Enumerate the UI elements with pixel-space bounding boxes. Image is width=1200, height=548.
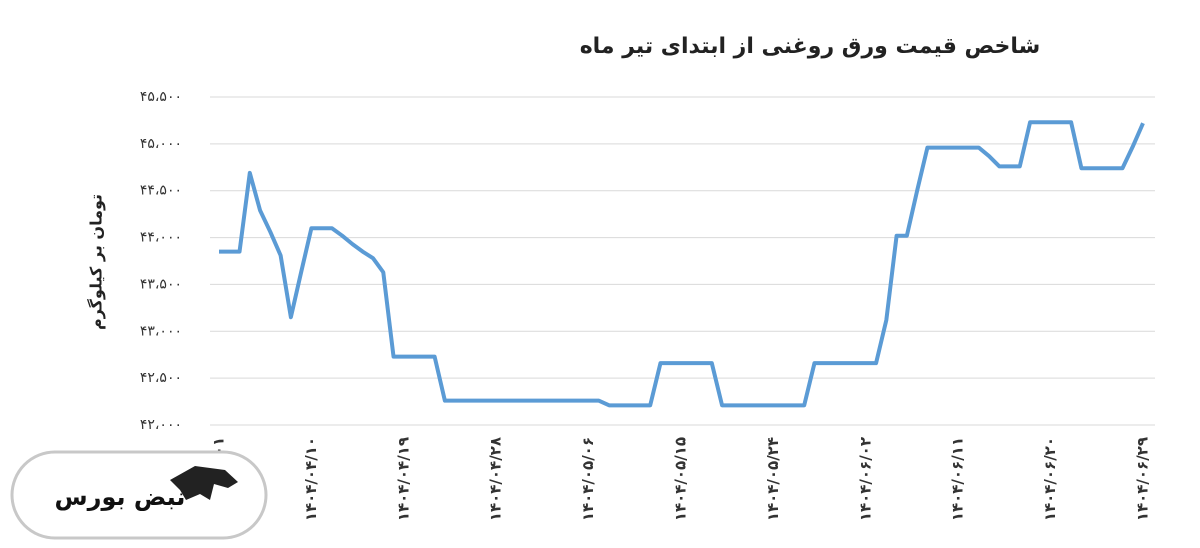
x-tick-label: ۱۴۰۴/۰۶/۱۱ xyxy=(949,437,967,521)
x-tick-label: ۱۴۰۴/۰۵/۱۵ xyxy=(672,437,690,521)
x-tick-label: ۱۴۰۴/۰۵/۰۶ xyxy=(579,437,597,521)
y-axis-label: تومان بر کیلوگرم xyxy=(87,194,106,330)
y-tick-label: ۴۲،۵۰۰ xyxy=(140,370,182,386)
y-tick-label: ۴۴،۰۰۰ xyxy=(140,230,182,246)
y-tick-label: ۴۲،۰۰۰ xyxy=(140,417,182,433)
x-tick-label: ۱۴۰۴/۰۶/۲۹ xyxy=(1134,437,1152,521)
line-series xyxy=(219,120,1145,408)
x-tick-label: ۱۴۰۴/۰۵/۲۴ xyxy=(764,437,782,521)
x-tick-label: ۱۴۰۴/۰۴/۱۰ xyxy=(302,437,320,521)
y-tick-label: ۴۵،۵۰۰ xyxy=(140,89,182,105)
x-tick-label: ۱۴۰۴/۰۶/۰۲ xyxy=(856,437,874,521)
y-tick-label: ۴۳،۰۰۰ xyxy=(140,323,182,339)
y-tick-label: ۴۵،۰۰۰ xyxy=(140,136,182,152)
y-tick-label: ۴۳،۵۰۰ xyxy=(140,276,182,292)
x-tick-label: ۱۴۰۴/۰۴/۱۹ xyxy=(394,437,412,521)
x-tick-label: ۱۴۰۴/۰۴/۲۸ xyxy=(487,437,505,521)
x-tick-label: ۱۴۰۴/۰۶/۲۰ xyxy=(1041,437,1059,521)
chart-title: شاخص قیمت ورق روغنی از ابتدای تیر ماه xyxy=(580,34,1041,59)
logo-bull xyxy=(170,466,238,500)
y-tick-label: ۴۴،۵۰۰ xyxy=(140,183,182,199)
logo-text: نبض بورس xyxy=(55,483,186,511)
